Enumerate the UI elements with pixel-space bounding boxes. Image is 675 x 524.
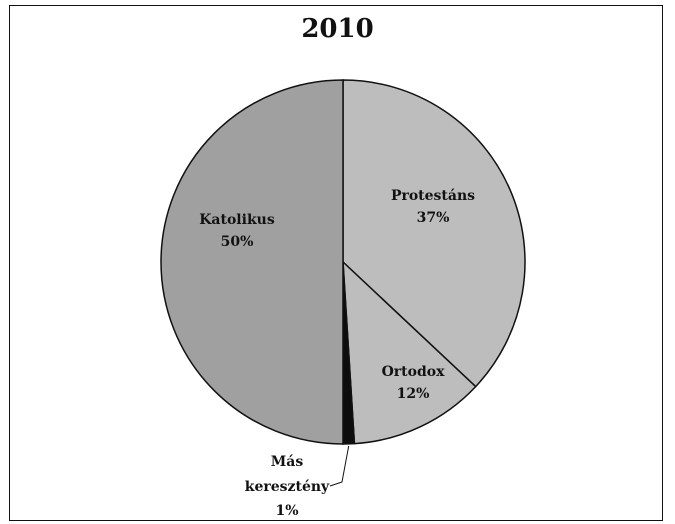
slice-value-más-keresztény: 1% <box>275 503 298 519</box>
slice-label-ortodox: Ortodox <box>382 364 446 380</box>
slice-value-katolikus: 50% <box>221 234 254 250</box>
slice-label-katolikus: Katolikus <box>199 212 275 228</box>
leader-line-más-keresztény <box>329 445 350 487</box>
slice-label-más-keresztény-line1: Más <box>271 454 304 470</box>
pie-slice-katolikus <box>160 79 344 445</box>
pie-slice-ortodox <box>342 260 477 445</box>
slice-value-protestáns: 37% <box>417 210 450 226</box>
slice-label-más-keresztény-line2: keresztény <box>245 479 330 495</box>
slice-label-protestáns: Protestáns <box>391 188 475 204</box>
pie-slice-protestáns <box>342 79 526 388</box>
chart-title: 2010 <box>301 14 374 44</box>
slice-value-ortodox: 12% <box>397 386 430 402</box>
